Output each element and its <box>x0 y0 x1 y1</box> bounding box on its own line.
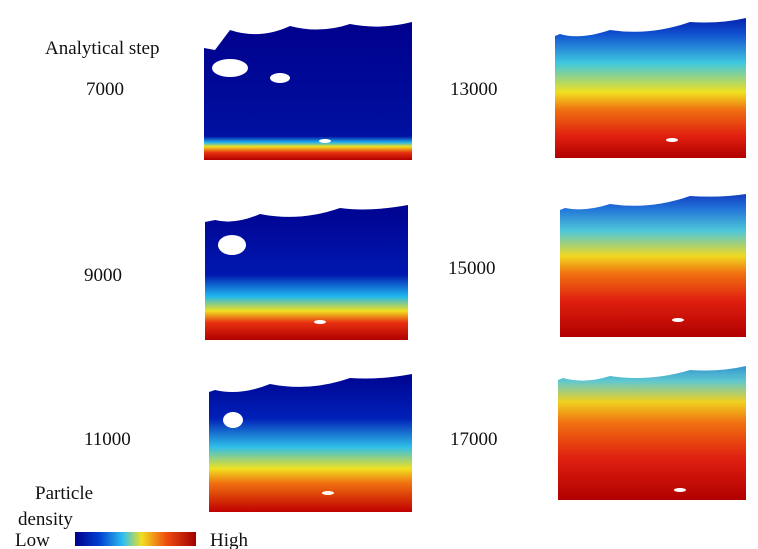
legend-title: Particle <box>35 483 93 504</box>
colorbar <box>75 532 196 546</box>
legend-high: High <box>210 530 249 549</box>
panel-13000 <box>555 12 746 158</box>
header-title: Analytical step <box>45 38 160 59</box>
panel-9000 <box>205 195 408 340</box>
void-patch <box>223 412 243 428</box>
void-patch <box>674 488 686 492</box>
panel-17000 <box>558 360 746 500</box>
void-region <box>558 360 746 381</box>
void-region <box>209 368 412 392</box>
void-region <box>560 190 746 210</box>
density-map <box>204 12 412 160</box>
step-label: 9000 <box>84 265 122 286</box>
void-patch <box>672 318 684 322</box>
panel-11000 <box>209 368 412 512</box>
panel-7000 <box>204 12 412 160</box>
density-map <box>555 12 746 158</box>
density-map <box>558 360 746 500</box>
void-patch <box>319 139 331 143</box>
step-label: 13000 <box>450 79 498 100</box>
void-patch <box>270 73 290 83</box>
void-patch <box>218 235 246 255</box>
step-label: 7000 <box>86 79 124 100</box>
legend-title: density <box>18 509 73 530</box>
panel-15000 <box>560 190 746 337</box>
void-region <box>555 12 746 37</box>
legend-low: Low <box>15 530 50 549</box>
void-patch <box>322 491 334 495</box>
void-region <box>205 195 408 222</box>
density-map <box>209 368 412 512</box>
void-patch <box>666 138 678 142</box>
step-label: 11000 <box>84 429 131 450</box>
step-label: 15000 <box>448 258 496 279</box>
void-region <box>204 12 412 50</box>
void-patch <box>212 59 248 77</box>
void-patch <box>314 320 326 324</box>
step-label: 17000 <box>450 429 498 450</box>
density-map <box>560 190 746 337</box>
